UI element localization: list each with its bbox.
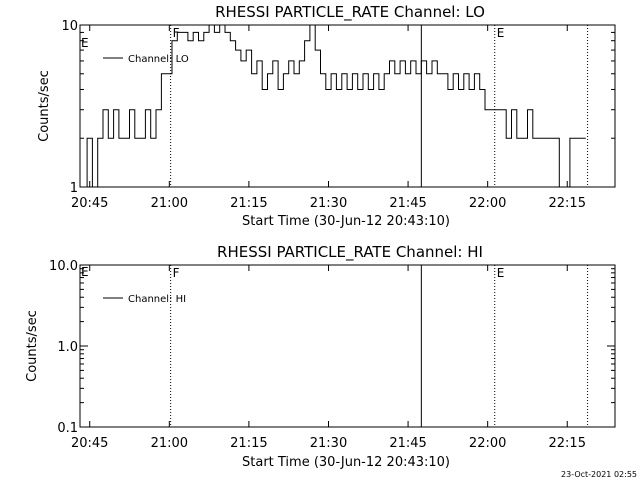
hi-x-tick-label: 20:45 (71, 436, 108, 451)
hi-x-ticks: 20:45 21:00 21:15 21:30 21:45 22:00 22:15 (71, 265, 586, 451)
lo-y-ticks: 1 10 (61, 19, 615, 196)
hi-y-tick-label: 1.0 (57, 340, 78, 355)
lo-x-tick-label: 21:00 (151, 196, 188, 211)
lo-series (81, 24, 586, 188)
lo-series-line (81, 24, 586, 188)
lo-legend-label: Channel: LO (128, 54, 189, 65)
lo-x-ticks: 20:45 21:00 21:15 21:30 21:45 22:00 22:15 (71, 25, 586, 211)
hi-x-tick-label: 21:30 (310, 436, 347, 451)
lo-corner-flag: E (81, 36, 89, 50)
lo-x-tick-label: 22:15 (549, 196, 586, 211)
lo-event-flag: F (173, 26, 180, 40)
hi-y-axis-label: Counts/sec (25, 310, 40, 382)
lo-channel-panel: RHESSI PARTICLE_RATE Channel: LO Counts/… (37, 3, 616, 229)
lo-x-tick-label: 21:45 (389, 196, 426, 211)
hi-y-tick-label: 0.1 (57, 421, 78, 436)
lo-x-tick-label: 20:45 (71, 196, 108, 211)
lo-y-tick-label: 10 (61, 19, 78, 34)
lo-plot-frame (79, 24, 616, 188)
plot-timestamp: 23-Oct-2021 02:55 (561, 470, 637, 479)
hi-x-tick-label: 21:00 (151, 436, 188, 451)
lo-x-tick-label: 21:15 (230, 196, 267, 211)
hi-x-tick-label: 22:00 (469, 436, 506, 451)
lo-chart-title: RHESSI PARTICLE_RATE Channel: LO (215, 3, 485, 22)
lo-x-tick-label: 22:00 (469, 196, 506, 211)
lo-y-tick-label: 1 (70, 181, 78, 196)
hi-channel-panel: RHESSI PARTICLE_RATE Channel: HI Counts/… (25, 243, 616, 470)
lo-x-axis-label: Start Time (30-Jun-12 20:43:10) (242, 214, 450, 229)
hi-corner-flag: E (81, 265, 89, 279)
lo-x-tick-label: 21:30 (310, 196, 347, 211)
hi-x-axis-label: Start Time (30-Jun-12 20:43:10) (242, 455, 450, 470)
hi-event-flag: F (173, 266, 180, 280)
hi-x-tick-label: 21:45 (389, 436, 426, 451)
hi-legend-label: Channel: HI (128, 294, 186, 305)
lo-y-axis-label: Counts/sec (37, 70, 52, 142)
hi-y-ticks: 0.1 1.0 10.0 (49, 259, 615, 436)
hi-event-flag: E (497, 266, 505, 280)
lo-event-flag: E (497, 26, 505, 40)
hi-chart-title: RHESSI PARTICLE_RATE Channel: HI (217, 243, 483, 262)
hi-y-tick-label: 10.0 (49, 259, 78, 274)
hi-x-tick-label: 21:15 (230, 436, 267, 451)
hi-x-tick-label: 22:15 (549, 436, 586, 451)
